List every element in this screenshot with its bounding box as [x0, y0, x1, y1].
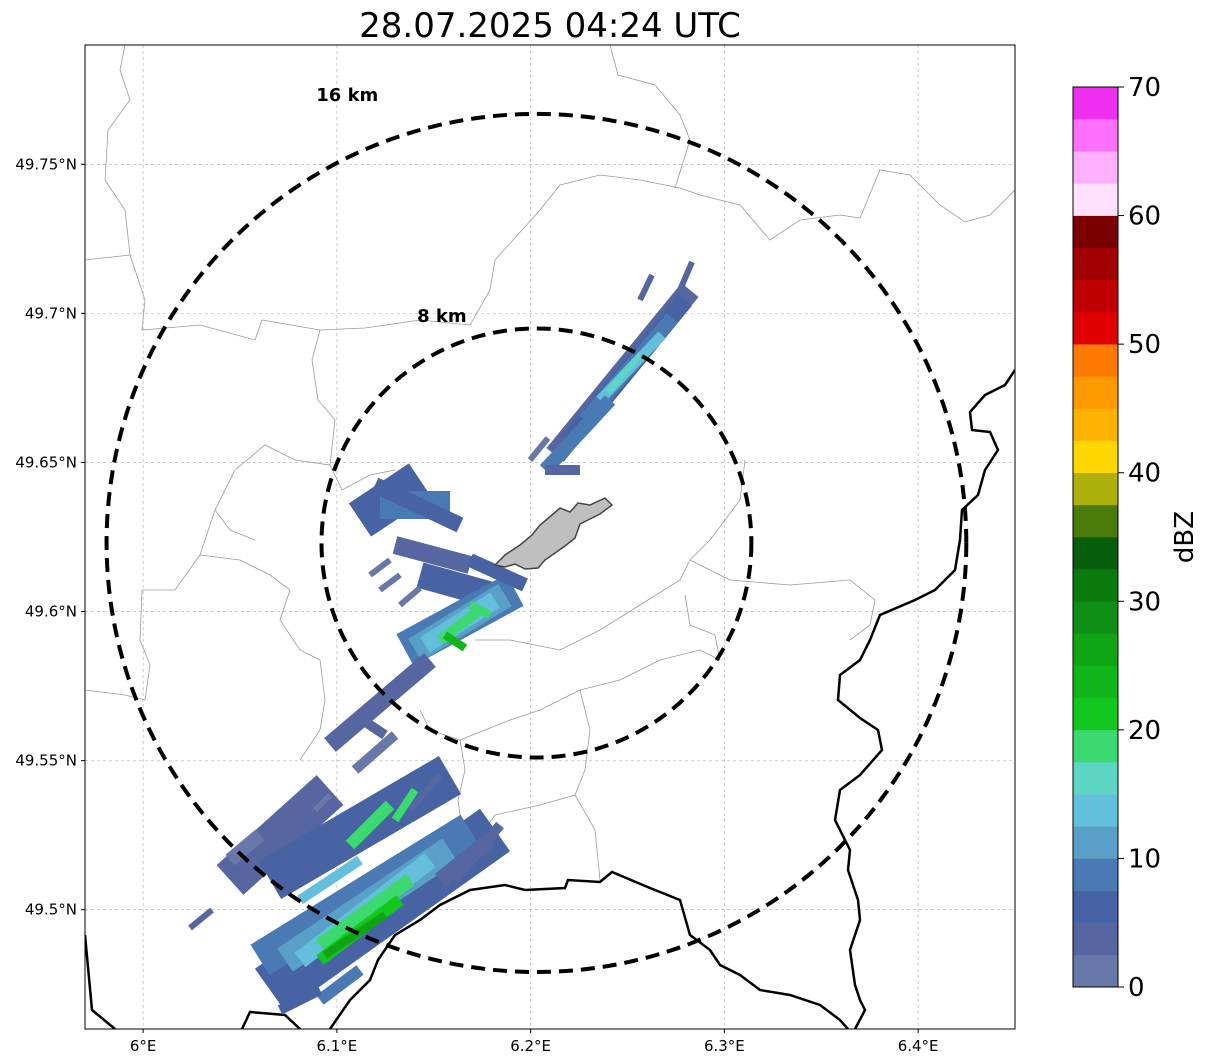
colorbar-bin: [1073, 279, 1118, 313]
radar-reflectivity-echoes: [188, 260, 699, 1015]
colorbar-bin: [1073, 344, 1118, 377]
colorbar-bin: [1073, 569, 1118, 602]
echo-cell: [442, 631, 468, 652]
colorbar-bin: [1073, 665, 1118, 699]
lon-tick-label: 6.1°E: [316, 1037, 357, 1055]
range-ring-label: 16 km: [316, 85, 378, 106]
colorbar-tick-label: 60: [1128, 202, 1161, 232]
lat-tick-label: 49.7°N: [25, 304, 77, 322]
echo-cell: [277, 985, 323, 1015]
colorbar-bin: [1073, 183, 1118, 216]
colorbar-bin: [1073, 922, 1118, 956]
echo-cell: [468, 601, 492, 619]
echo-cell: [539, 395, 616, 475]
colorbar-bin: [1073, 376, 1118, 409]
lat-tick-label: 49.5°N: [25, 901, 77, 919]
echo-cell: [378, 572, 402, 593]
echo-cell: [637, 273, 655, 302]
colorbar-bin: [1073, 215, 1118, 249]
colorbar-bin: [1073, 954, 1118, 988]
echo-cell: [368, 557, 392, 578]
echo-cell: [391, 787, 419, 823]
colorbar-frame: [1072, 86, 1119, 988]
colorbar-bin: [1073, 697, 1118, 731]
colorbar-unit-label: dBZ: [1170, 511, 1200, 563]
colorbar-tick-label: 20: [1128, 716, 1161, 746]
colorbar-bin: [1073, 601, 1118, 634]
lon-tick-label: 6°E: [130, 1037, 157, 1055]
commune-borders: [85, 45, 1015, 881]
echo-cell: [297, 855, 363, 905]
colorbar-bin: [1073, 826, 1118, 859]
colorbar-tick-label: 0: [1128, 973, 1145, 1003]
echo-cell: [351, 731, 399, 774]
echo-cell: [467, 553, 528, 592]
range-ring: [319, 326, 754, 760]
colorbar-bin: [1073, 472, 1118, 506]
colorbar-bin: [1073, 440, 1118, 474]
echo-cell: [324, 653, 436, 752]
lat-tick-label: 49.55°N: [15, 752, 77, 770]
range-ring-label: 8 km: [417, 306, 467, 327]
lon-tick-label: 6.2°E: [510, 1037, 551, 1055]
country-border: [85, 369, 1015, 1029]
echo-cell: [371, 477, 464, 533]
lon-tick-label: 6.3°E: [704, 1037, 745, 1055]
colorbar-tick-label: 50: [1128, 330, 1161, 360]
colorbar-tick-label: 70: [1128, 73, 1161, 103]
colorbar-bin: [1073, 537, 1118, 570]
echo-cell: [322, 911, 388, 959]
colorbar-bin: [1073, 858, 1118, 891]
echo-cell: [398, 585, 422, 608]
range-ring: [104, 111, 969, 975]
colorbar-bin: [1073, 247, 1118, 281]
city-outline: [493, 497, 614, 570]
map-frame: [84, 44, 1016, 1030]
map-title: 28.07.2025 04:24 UTC: [359, 6, 741, 46]
echo-cell: [527, 436, 551, 462]
lon-tick-label: 6.4°E: [898, 1037, 939, 1055]
colorbar-bin: [1073, 762, 1118, 795]
echo-cell: [392, 536, 473, 574]
echo-cell: [407, 773, 443, 812]
echo-cell: [315, 874, 415, 951]
echo-cell: [312, 792, 333, 813]
echo-cell: [225, 829, 265, 866]
echo-cell: [605, 353, 643, 394]
colorbar-bin: [1073, 87, 1118, 120]
colorbar-bin: [1073, 312, 1118, 345]
echo-cell: [345, 800, 395, 850]
colorbar-bin: [1073, 890, 1118, 924]
lat-tick-label: 49.6°N: [25, 603, 77, 621]
colorbar: 0 10 20 30 40 50 60 70 dBZ: [1072, 73, 1200, 1003]
lat-tick-label: 49.65°N: [15, 453, 77, 471]
lat-tick-label: 49.75°N: [15, 155, 77, 173]
colorbar-tick-label: 40: [1128, 459, 1161, 489]
range-rings: 8 km 16 km: [104, 85, 969, 975]
colorbar-bin: [1073, 794, 1118, 827]
colorbar-bin: [1073, 151, 1118, 184]
echo-cell: [677, 260, 695, 292]
colorbar-tick-label: 10: [1128, 844, 1161, 874]
colorbar-tick-label: 30: [1128, 587, 1161, 617]
colorbar-bin: [1073, 504, 1118, 538]
colorbar-bin: [1073, 729, 1118, 763]
colorbar-bin: [1073, 408, 1118, 441]
echo-cell: [451, 821, 504, 884]
echo-cell: [216, 775, 344, 895]
echo-cell: [188, 907, 214, 931]
echo-cell: [316, 965, 364, 1005]
colorbar-bin: [1073, 119, 1118, 152]
echo-cell: [352, 710, 388, 740]
axis-ticks: 6°E 6.1°E 6.2°E 6.3°E 6.4°E 49.5°N 49.55°N 49.6…: [15, 155, 938, 1055]
colorbar-bin: [1073, 633, 1118, 666]
